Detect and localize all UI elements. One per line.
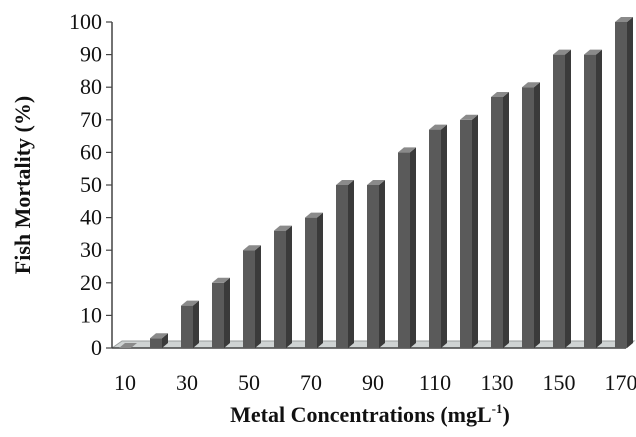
x-tick-label: 50 — [238, 370, 260, 395]
bar — [553, 50, 571, 348]
bars — [119, 17, 633, 348]
bar-front — [305, 218, 317, 348]
y-tick-label: 50 — [80, 172, 102, 197]
x-tick-label: 150 — [543, 370, 576, 395]
bar-front — [274, 231, 286, 348]
bar-side — [627, 17, 633, 348]
bar — [460, 115, 478, 348]
bar-front — [584, 55, 596, 348]
x-tick-label: 90 — [362, 370, 384, 395]
x-axis-title-main: Metal Concentrations (mgL — [230, 402, 492, 427]
x-tick-label: 10 — [114, 370, 136, 395]
x-axis-title-superscript: -1 — [492, 401, 503, 416]
x-tick-label: 110 — [419, 370, 451, 395]
bar-side — [503, 92, 509, 348]
y-tick-labels: 0 10 20 30 40 50 60 70 80 90 100 — [69, 9, 102, 360]
axes — [106, 22, 112, 348]
bar — [212, 278, 230, 348]
bar — [491, 92, 509, 348]
bar-front — [212, 283, 224, 348]
bar-side — [255, 245, 261, 348]
y-tick-label: 80 — [80, 74, 102, 99]
bar-front — [615, 22, 627, 348]
bar-front — [367, 185, 379, 348]
bar-front — [181, 306, 193, 348]
bar-front — [460, 120, 472, 348]
bar-front — [491, 97, 503, 348]
bar-side — [348, 180, 354, 348]
bar-side — [472, 115, 478, 348]
x-tick-label: 70 — [300, 370, 322, 395]
x-axis-title: Metal Concentrations (mgL-1) — [230, 401, 510, 427]
bar-side — [317, 213, 323, 348]
x-axis-title-suffix: ) — [503, 402, 510, 427]
y-axis-title: Fish Mortality (%) — [10, 96, 35, 274]
bar-side — [224, 278, 230, 348]
bar — [429, 125, 447, 348]
y-tick-label: 40 — [80, 205, 102, 230]
bar-front — [150, 338, 162, 348]
bar — [398, 147, 416, 348]
x-tick-label: 130 — [481, 370, 514, 395]
y-tick-label: 60 — [80, 139, 102, 164]
bar-side — [193, 301, 199, 348]
bar — [274, 226, 292, 348]
y-tick-label: 30 — [80, 237, 102, 262]
bar-side — [379, 180, 385, 348]
bar-side — [441, 125, 447, 348]
bar — [181, 301, 199, 348]
bar-front — [336, 185, 348, 348]
x-tick-label: 30 — [176, 370, 198, 395]
bar — [584, 50, 602, 348]
bar — [615, 17, 633, 348]
y-tick-label: 10 — [80, 302, 102, 327]
bar-front — [553, 55, 565, 348]
y-tick-label: 90 — [80, 42, 102, 67]
bar — [367, 180, 385, 348]
bar — [305, 213, 323, 348]
y-tick-label: 70 — [80, 107, 102, 132]
y-tick-label: 20 — [80, 270, 102, 295]
bar-front — [398, 152, 410, 348]
x-tick-labels: 10 30 50 70 90 110 130 150 170 — [114, 370, 636, 395]
bar-front — [522, 87, 534, 348]
x-tick-label: 170 — [605, 370, 636, 395]
y-tick-label: 0 — [91, 335, 102, 360]
y-tick-label: 100 — [69, 9, 102, 34]
bar-side — [534, 82, 540, 348]
bar-side — [596, 50, 602, 348]
bar-front — [429, 130, 441, 348]
bar-side — [565, 50, 571, 348]
bar-front — [243, 250, 255, 348]
bar — [522, 82, 540, 348]
bar — [243, 245, 261, 348]
bar — [336, 180, 354, 348]
bar-side — [286, 226, 292, 348]
bar-side — [410, 147, 416, 348]
